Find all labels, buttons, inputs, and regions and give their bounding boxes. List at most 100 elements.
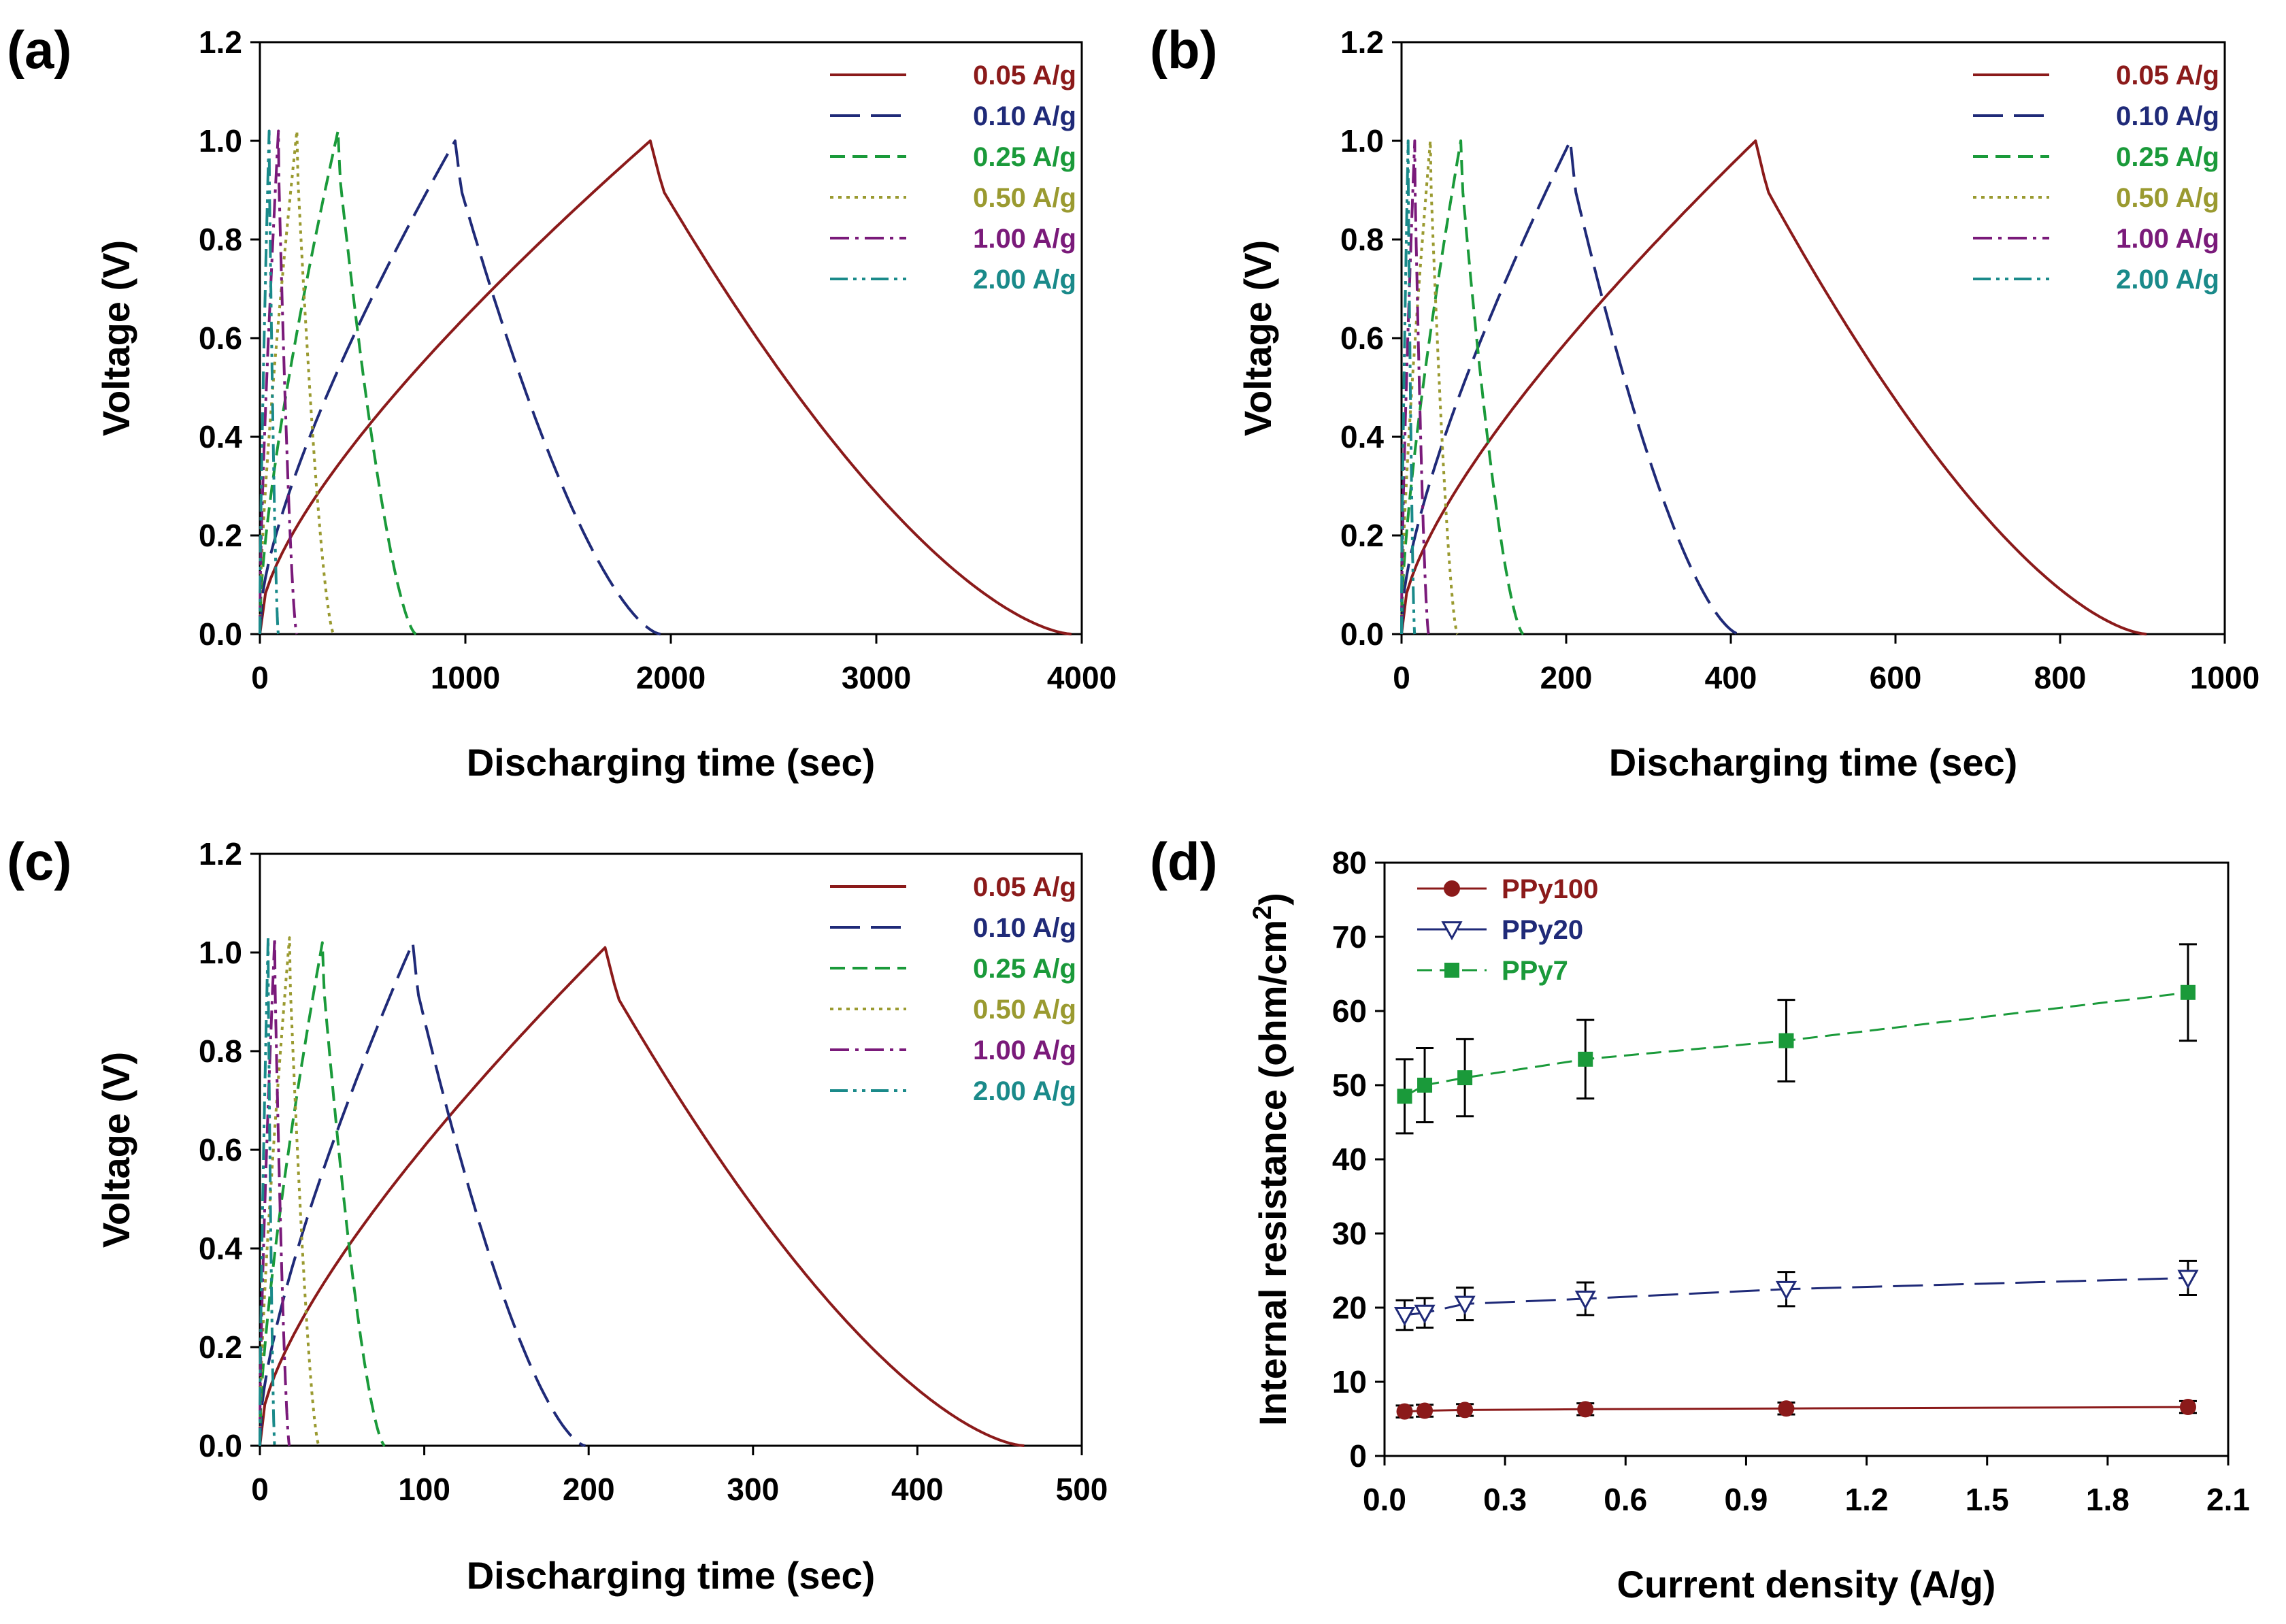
series-line-a-5 <box>259 129 280 635</box>
x-tick-label: 0.6 <box>1604 1482 1647 1517</box>
series-line-a-3 <box>259 129 335 635</box>
y-tick-label: 1.0 <box>1340 123 1384 159</box>
x-tick-label: 100 <box>398 1472 450 1507</box>
legend-label: 0.25 A/g <box>973 954 1076 984</box>
x-tick-label: 1000 <box>2190 660 2259 695</box>
legend-label: 2.00 A/g <box>973 1076 1076 1106</box>
series-line-d-1 <box>1404 1276 2189 1316</box>
legend-label: 1.00 A/g <box>2116 224 2219 254</box>
legend-label: 0.25 A/g <box>2116 142 2219 172</box>
legend-label: PPy7 <box>1502 956 1568 986</box>
panel-label-c: (c) <box>7 831 71 891</box>
x-tick-label: 1.5 <box>1966 1482 2009 1517</box>
x-tick-label: 0 <box>1393 660 1410 695</box>
x-tick-label: 200 <box>563 1472 615 1507</box>
x-tick-label: 0.3 <box>1483 1482 1527 1517</box>
panel-label-d: (d) <box>1150 831 1218 891</box>
data-point <box>1577 1401 1594 1418</box>
data-point <box>1457 1070 1473 1086</box>
series-line-a-2 <box>259 129 417 635</box>
y-tick-label: 1.0 <box>199 935 242 970</box>
series-line-c-1 <box>259 941 586 1447</box>
x-axis-title-d: Current density (A/g) <box>1617 1563 1996 1606</box>
x-tick-label: 300 <box>727 1472 779 1507</box>
y-axis-title-b: Voltage (V) <box>1236 240 1279 436</box>
x-tick-label: 500 <box>1056 1472 1108 1507</box>
y-tick-label: 0.8 <box>199 222 242 257</box>
data-point <box>1397 1089 1412 1104</box>
legend-label: 0.05 A/g <box>2116 61 2219 90</box>
y-tick-label: 1.2 <box>199 24 242 60</box>
legend-label: 2.00 A/g <box>973 265 1076 295</box>
series-line-b-1 <box>1400 139 1740 635</box>
x-axis-title-a: Discharging time (sec) <box>467 741 876 784</box>
y-tick-label: 0.6 <box>199 320 242 356</box>
y-tick-label: 10 <box>1332 1364 1367 1399</box>
legend-label: PPy20 <box>1502 915 1583 945</box>
x-tick-label: 0 <box>251 1472 269 1507</box>
y-tick-label: 20 <box>1332 1290 1367 1325</box>
legend-marker <box>1444 963 1459 978</box>
data-point <box>1414 1304 1436 1324</box>
y-tick-label: 0.2 <box>199 518 242 553</box>
x-tick-label: 1.2 <box>1845 1482 1889 1517</box>
y-tick-label: 1.2 <box>199 836 242 872</box>
data-point <box>2179 1399 2196 1416</box>
plot-frame-a <box>259 41 1083 635</box>
y-tick-label: 80 <box>1332 845 1367 880</box>
data-point <box>1457 1402 1474 1419</box>
legend-label: 0.50 A/g <box>2116 183 2219 213</box>
x-tick-label: 4000 <box>1047 660 1116 695</box>
y-tick-label: 0 <box>1349 1438 1367 1474</box>
y-tick-label: 0.2 <box>199 1329 242 1365</box>
x-tick-label: 2.1 <box>2206 1482 2250 1517</box>
y-tick-label: 0.4 <box>1340 419 1384 454</box>
y-axis-title-a: Voltage (V) <box>95 240 137 436</box>
y-tick-label: 1.0 <box>199 123 242 159</box>
legend-label: 0.10 A/g <box>2116 101 2219 131</box>
panel-label-b: (b) <box>1150 20 1218 80</box>
series-line-a-4 <box>259 129 299 635</box>
panel-b: (b) 0 200 400 600 800 1000 0.0 0.2 0.4 0.6 0.8 1.0 1.… <box>1150 20 2259 784</box>
series-line-a-1 <box>259 139 661 635</box>
data-point <box>1578 1051 1593 1067</box>
x-axis-title-c: Discharging time (sec) <box>467 1554 876 1597</box>
series-line-a-0 <box>259 139 1072 635</box>
x-tick-label: 1.8 <box>2086 1482 2130 1517</box>
data-point <box>1778 1400 1795 1417</box>
data-point <box>1393 1307 1416 1326</box>
x-tick-label: 600 <box>1870 660 1922 695</box>
series-line-b-5 <box>1400 139 1417 635</box>
y-tick-label: 0.0 <box>1340 616 1384 652</box>
plot-frame-d <box>1383 861 2230 1457</box>
x-tick-label: 400 <box>1705 660 1757 695</box>
data-point <box>2180 984 2196 1000</box>
series-line-d-0 <box>1404 1406 2189 1413</box>
y-tick-label: 60 <box>1332 993 1367 1029</box>
y-axis-title-d: Internal resistance (ohm/cm2) <box>1248 893 1294 1426</box>
legend-label: 1.00 A/g <box>973 224 1076 254</box>
y-tick-label: 50 <box>1332 1067 1367 1103</box>
legend-label: 0.10 A/g <box>973 101 1076 131</box>
legend-label: 2.00 A/g <box>2116 265 2219 295</box>
x-tick-label: 1000 <box>431 660 500 695</box>
panel-label-a: (a) <box>7 20 71 80</box>
y-tick-label: 0.0 <box>199 1428 242 1463</box>
legend-label: 0.05 A/g <box>973 61 1076 90</box>
data-point <box>1775 1280 1798 1300</box>
legend-marker <box>1441 921 1463 941</box>
data-point <box>1417 1402 1434 1419</box>
data-point <box>1778 1033 1794 1048</box>
y-tick-label: 0.6 <box>1340 320 1384 356</box>
y-tick-label: 0.8 <box>199 1033 242 1069</box>
y-tick-label: 0.4 <box>199 419 242 454</box>
legend-label: 0.10 A/g <box>973 913 1076 943</box>
data-point <box>1396 1403 1413 1420</box>
panel-d: (d) 0.0 0.3 0.6 0.9 1.2 1.5 1.8 2.1 0 10 20 30 40 50 60… <box>1150 831 2250 1606</box>
legend-label: 0.50 A/g <box>973 995 1076 1025</box>
y-tick-label: 0.8 <box>1340 222 1384 257</box>
y-tick-label: 0.6 <box>199 1132 242 1167</box>
series-line-b-3 <box>1400 139 1459 635</box>
y-tick-label: 1.2 <box>1340 24 1384 60</box>
